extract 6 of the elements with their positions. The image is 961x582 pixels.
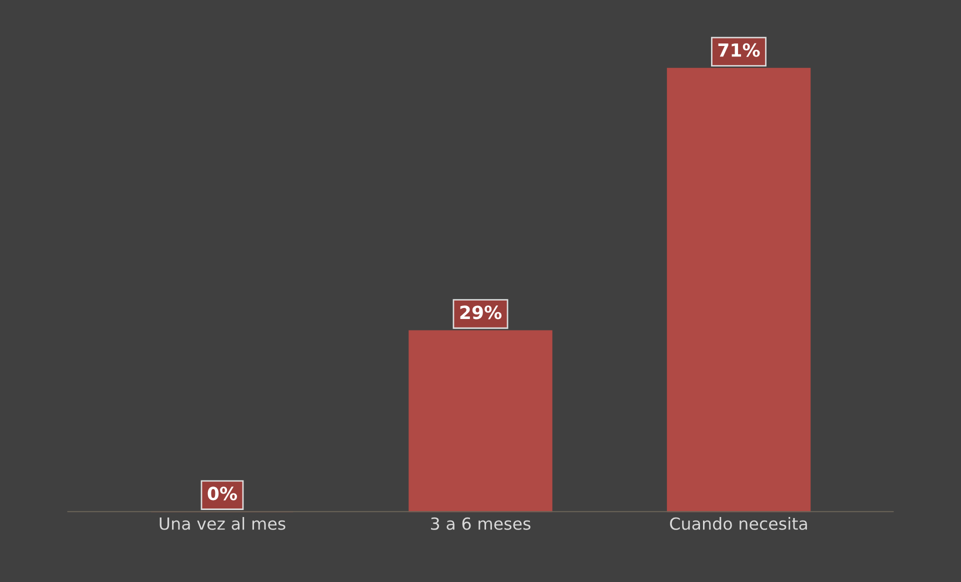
x-tick-label: Cuando necesita (670, 517, 807, 530)
data-label: 0% (208, 486, 237, 500)
data-label: 29% (460, 306, 502, 320)
x-tick-label: Una vez al mes (160, 517, 286, 530)
data-label: 71% (718, 43, 760, 57)
x-tick-label: 3 a 6 meses (431, 517, 530, 530)
